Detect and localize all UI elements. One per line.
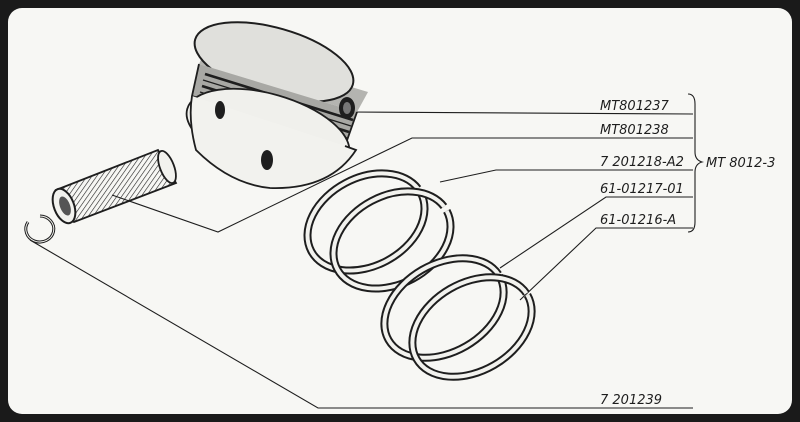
piston-pin [51,148,178,225]
label-piston-pin: MT801238 [600,123,669,138]
leader-circlip [29,239,693,409]
leader-ring-1 [439,169,693,183]
assembly-brace [687,93,704,233]
piston [185,21,368,189]
exploded-view: MT801237 MT801238 7 201218-A2 61-01217-0… [24,21,775,409]
leader-pin [111,137,693,233]
label-circlip: 7 201239 [600,393,662,408]
leader-lines [29,93,704,409]
label-assembly: MT 8012-3 [706,156,775,171]
circlip [24,214,56,244]
label-compression-ring-1: 7 201218-A2 [600,155,684,170]
leader-oil-ring [519,227,693,301]
leader-piston [349,111,694,115]
label-compression-ring-2: 61-01217-01 [600,182,684,197]
oil-ring-lower [408,273,536,381]
diagram-frame: MT801237 MT801238 7 201218-A2 61-01217-0… [8,8,792,414]
leader-ring-2 [499,196,693,269]
label-oil-ring: 61-01216-A [600,213,676,228]
label-piston: MT801237 [600,99,670,114]
